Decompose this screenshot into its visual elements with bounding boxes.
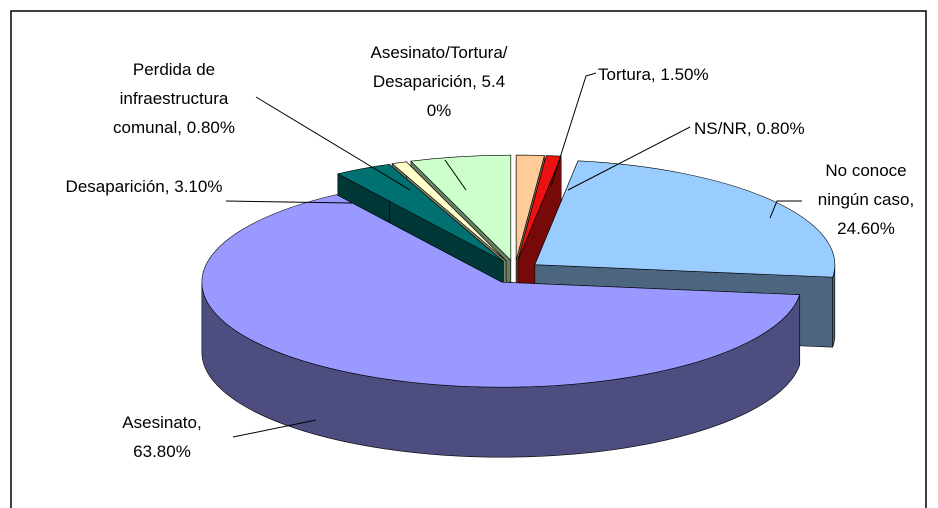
- data-label: No conoce ningún caso 24.60%: [800, 156, 932, 243]
- data-label: Desaparición 3.10%: [58, 172, 230, 201]
- data-label: NS/NR 0.80%: [694, 114, 805, 143]
- category-label: Desaparición: [66, 177, 170, 196]
- slice-top: [515, 154, 545, 261]
- value-label: 1.50%: [660, 65, 709, 84]
- leader-line: [550, 72, 597, 187]
- leader-line: [255, 96, 411, 191]
- slice-top: [201, 194, 801, 388]
- category-label: Asesinato: [122, 413, 201, 432]
- slice-top: [517, 155, 562, 261]
- value-label: 24.60%: [837, 219, 895, 238]
- value-label: 0.80%: [186, 118, 235, 137]
- category-label: NS/NR: [694, 119, 752, 138]
- value-label: 3.10%: [174, 177, 223, 196]
- leader-line: [769, 200, 802, 219]
- slice-top: [391, 161, 507, 262]
- value-label: 63.80%: [133, 442, 191, 461]
- category-label: Tortura: [598, 65, 656, 84]
- category-label: Perdida de infraestructura comunal: [113, 60, 228, 137]
- leader-line: [444, 159, 467, 191]
- data-label: Asesinato/Tortura/Desaparición 5.40%: [368, 38, 510, 125]
- slice-top: [410, 154, 512, 261]
- data-label: Tortura 1.50%: [598, 60, 709, 89]
- leader-line: [225, 200, 353, 204]
- leader-line: [232, 419, 317, 438]
- slice: [201, 194, 801, 458]
- slice-top: [534, 160, 836, 278]
- category-label: No conoce ningún caso: [818, 161, 914, 209]
- value-label: 0.80%: [756, 119, 805, 138]
- data-label: Perdida de infraestructura comunal 0.80%: [98, 55, 250, 142]
- leader-line: [567, 126, 691, 191]
- value-label: 5.40%: [426, 72, 506, 120]
- slice-top: [336, 163, 504, 262]
- data-label: Asesinato 63.80%: [92, 408, 232, 466]
